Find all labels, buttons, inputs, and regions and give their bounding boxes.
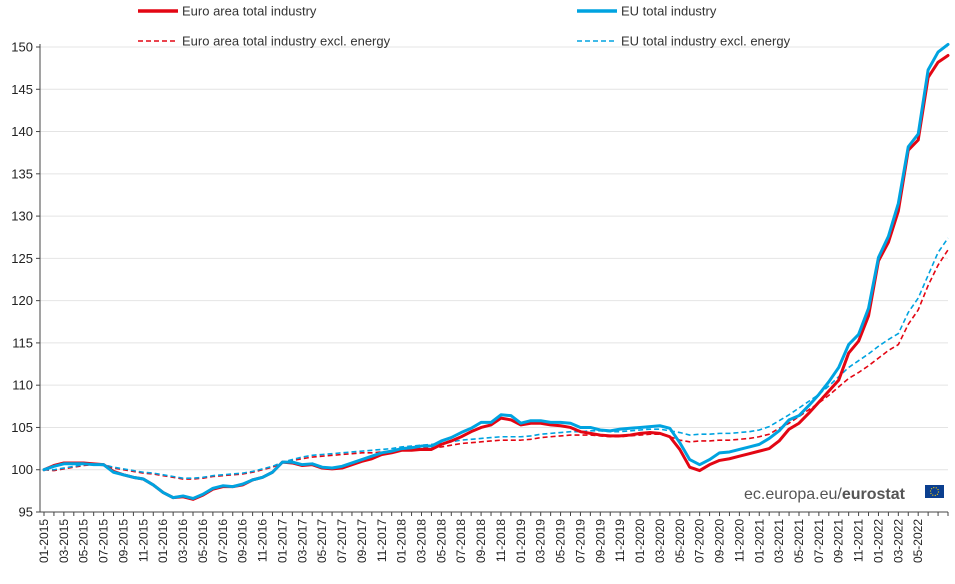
x-tick-label: 03-2017: [295, 519, 309, 563]
x-tick-label: 11-2018: [494, 519, 508, 562]
svg-text:ec.europa.eu/eurostat: ec.europa.eu/eurostat: [744, 486, 906, 503]
x-tick-label: 05-2019: [554, 519, 568, 563]
legend-label-2: Euro area total industry excl. energy: [182, 34, 391, 49]
x-tick-label: 01-2022: [871, 519, 885, 563]
x-axis-ticks: 01-2015 03-2015 05-2015 07-2015 09-2015 11-20…: [37, 512, 949, 563]
y-tick-label: 135: [11, 166, 33, 181]
x-tick-label: 01-2015: [37, 519, 51, 563]
x-tick-label: 03-2019: [534, 519, 548, 563]
y-tick-label: 100: [11, 462, 33, 477]
legend-label-1: EU total industry: [621, 4, 717, 19]
x-tick-label: 07-2018: [454, 519, 468, 563]
x-tick-label: 11-2016: [256, 519, 270, 562]
x-tick-label: 01-2016: [156, 519, 170, 563]
x-tick-label: 09-2017: [355, 519, 369, 563]
x-tick-label: 09-2020: [713, 519, 727, 563]
x-tick-label: 01-2021: [752, 519, 766, 563]
x-tick-label: 03-2015: [57, 519, 71, 563]
x-tick-label: 07-2020: [693, 519, 707, 563]
x-tick-label: 03-2018: [414, 519, 428, 563]
x-tick-label: 11-2020: [732, 519, 746, 562]
x-tick-label: 09-2015: [116, 519, 130, 563]
x-tick-label: 03-2016: [176, 519, 190, 563]
x-tick-label: 11-2019: [613, 519, 627, 562]
legend-label-0: Euro area total industry: [182, 4, 317, 19]
x-tick-label: 11-2015: [136, 519, 150, 562]
x-tick-label: 11-2021: [852, 519, 866, 562]
y-tick-label: 130: [11, 209, 33, 224]
x-tick-label: 05-2018: [434, 519, 448, 563]
x-tick-label: 11-2017: [375, 519, 389, 562]
x-tick-label: 05-2020: [673, 519, 687, 563]
x-tick-label: 05-2021: [792, 519, 806, 563]
series-line-3: [44, 237, 949, 479]
x-tick-label: 03-2021: [772, 519, 786, 563]
x-tick-label: 05-2022: [911, 519, 925, 563]
y-tick-label: 110: [12, 378, 33, 393]
y-tick-label: 105: [11, 420, 33, 435]
x-tick-label: 09-2019: [593, 519, 607, 563]
series-line-0: [42, 53, 950, 501]
x-tick-label: 03-2022: [891, 519, 905, 563]
x-tick-label: 01-2017: [275, 519, 289, 563]
y-tick-label: 145: [11, 82, 33, 97]
axes: [39, 44, 948, 513]
gridlines: [40, 46, 948, 471]
x-tick-label: 09-2018: [474, 519, 488, 563]
series-line-1: [42, 42, 950, 500]
x-tick-label: 09-2021: [832, 519, 846, 563]
series-line-2: [43, 249, 949, 480]
x-tick-label: 05-2015: [77, 519, 91, 563]
x-tick-label: 07-2017: [335, 519, 349, 563]
y-tick-label: 120: [11, 293, 33, 308]
series-lines: [42, 42, 950, 501]
legend-label-3: EU total industry excl. energy: [621, 34, 791, 49]
x-tick-label: 01-2020: [633, 519, 647, 563]
x-tick-label: 09-2016: [236, 519, 250, 563]
x-tick-label: 07-2021: [812, 519, 826, 563]
x-tick-label: 07-2015: [97, 519, 111, 563]
x-tick-label: 03-2020: [653, 519, 667, 563]
x-tick-label: 07-2016: [216, 519, 230, 563]
x-tick-label: 01-2019: [514, 519, 528, 563]
x-tick-label: 05-2017: [315, 519, 329, 563]
y-tick-label: 115: [12, 335, 33, 350]
x-tick-label: 07-2019: [573, 519, 587, 563]
x-tick-label: 01-2018: [395, 519, 409, 563]
eurostat-watermark: ec.europa.eu/eurostat: [744, 485, 944, 503]
y-tick-label: 95: [19, 505, 33, 520]
y-tick-label: 150: [11, 40, 33, 55]
legend: Euro area total industry EU total industr…: [138, 4, 791, 49]
watermark-site: ec.europa.eu/: [744, 486, 842, 503]
watermark-brand: eurostat: [842, 486, 906, 503]
y-axis-ticks: 95 100 105 110 115 120 125 130 135 140 145 150: [11, 40, 40, 520]
y-tick-label: 140: [11, 124, 33, 139]
eu-flag-icon: [925, 485, 944, 498]
x-tick-label: 05-2016: [196, 519, 210, 563]
y-tick-label: 125: [11, 251, 33, 266]
